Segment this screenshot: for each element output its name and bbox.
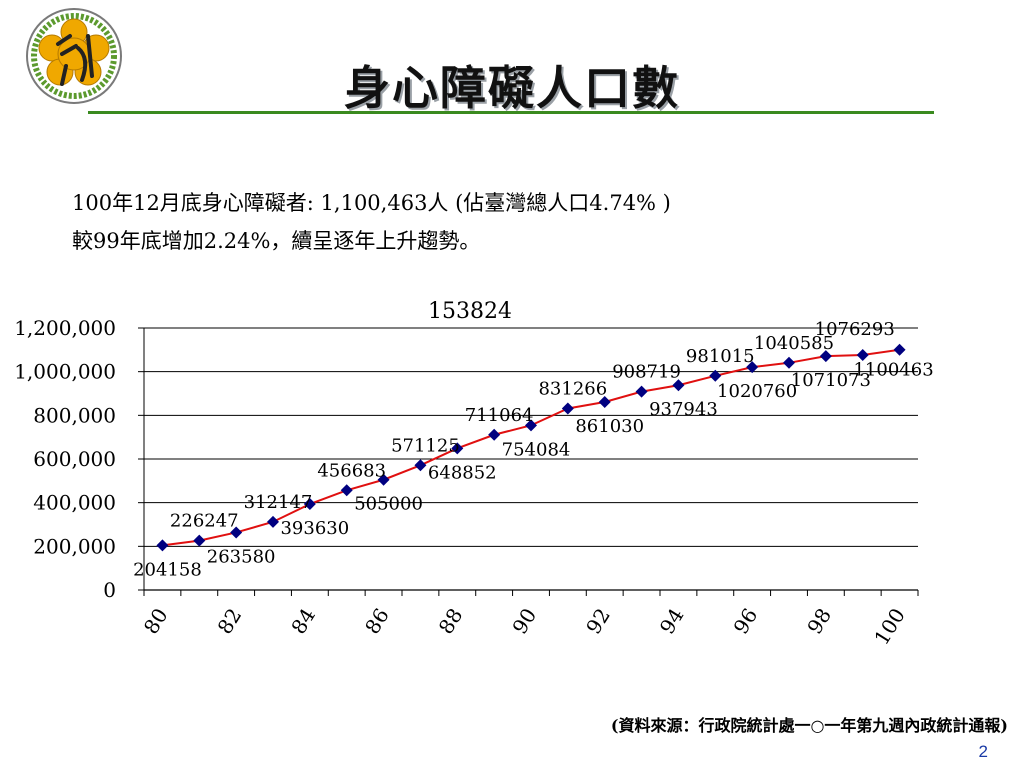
data-label: 831266: [538, 379, 607, 400]
data-point: [856, 349, 869, 362]
x-tick-label: 86: [360, 604, 394, 638]
data-label: 263580: [207, 546, 276, 567]
data-label: 908719: [612, 362, 681, 383]
data-point: [746, 361, 759, 374]
data-point: [488, 428, 501, 441]
summary-line-1: 100年12月底身心障礙者: 1,100,463人 (佔臺灣總人口4.74% ): [72, 191, 671, 215]
data-point: [672, 379, 685, 392]
summary-text: 100年12月底身心障礙者: 1,100,463人 (佔臺灣總人口4.74% )…: [72, 184, 671, 260]
page-number: 2: [978, 742, 988, 761]
data-point: [598, 396, 611, 409]
data-point: [156, 539, 169, 552]
x-tick-label: 100: [869, 604, 910, 649]
x-tick-label: 88: [434, 604, 468, 638]
y-tick-label: 400,000: [33, 491, 116, 515]
data-point: [635, 385, 648, 398]
population-line-chart: 153824 0 200,000 400,000 600,000 800,000 1,00…: [14, 299, 933, 649]
data-point: [709, 369, 722, 382]
data-label: 1100463: [853, 360, 933, 381]
x-tick-label: 96: [729, 604, 763, 638]
data-point: [340, 484, 353, 497]
data-label: 312147: [244, 492, 313, 513]
x-tick-label: 84: [286, 604, 320, 638]
y-tick-label: 1,000,000: [14, 360, 116, 384]
data-point: [303, 498, 316, 511]
data-point: [193, 534, 206, 547]
data-label: 393630: [280, 518, 349, 539]
data-label: 711064: [465, 405, 534, 426]
chart-title: 153824: [428, 299, 512, 324]
x-tick-label: 98: [802, 604, 836, 638]
data-point: [267, 515, 279, 528]
data-label: 571125: [391, 435, 460, 456]
y-tick-label: 200,000: [33, 534, 116, 558]
x-tick-label: 90: [507, 604, 541, 638]
data-label: 1076293: [815, 319, 895, 340]
source-note: (資料來源：行政院統計處一○一年第九週內政統計通報): [610, 716, 1008, 735]
data-point: [377, 473, 390, 486]
data-point: [893, 343, 906, 356]
data-label: 1040585: [754, 333, 834, 354]
data-label: 226247: [170, 511, 239, 532]
x-tick-label: 80: [139, 604, 173, 638]
x-tick-label: 92: [581, 604, 615, 638]
data-label: 456683: [317, 460, 386, 481]
data-label: 981015: [686, 346, 755, 367]
data-point: [783, 356, 795, 369]
data-label: 1020760: [717, 381, 797, 402]
data-label: 754084: [502, 439, 571, 460]
x-tick-label: 82: [213, 604, 247, 638]
data-point: [414, 459, 427, 472]
slide-title: 身心障礙人口數: [344, 61, 680, 115]
y-tick-label: 600,000: [33, 447, 116, 471]
data-label: 1071073: [791, 370, 871, 391]
data-point: [525, 419, 537, 432]
y-tick-label: 0: [103, 578, 116, 602]
data-label: 937943: [649, 399, 718, 420]
x-tick-label: 94: [655, 604, 689, 638]
y-tick-label: 1,200,000: [14, 316, 116, 340]
data-label: 648852: [428, 462, 497, 483]
data-point: [561, 402, 574, 415]
summary-line-2: 較99年底增加2.24%，續呈逐年上升趨勢。: [72, 229, 481, 253]
government-logo: [26, 8, 122, 104]
y-tick-label: 800,000: [33, 403, 116, 427]
data-label: 204158: [133, 559, 202, 580]
data-point: [451, 442, 464, 455]
title-underline: [88, 111, 934, 114]
data-label: 861030: [575, 416, 644, 437]
data-point: [230, 526, 243, 539]
data-point: [819, 350, 832, 363]
data-label: 505000: [354, 494, 423, 515]
